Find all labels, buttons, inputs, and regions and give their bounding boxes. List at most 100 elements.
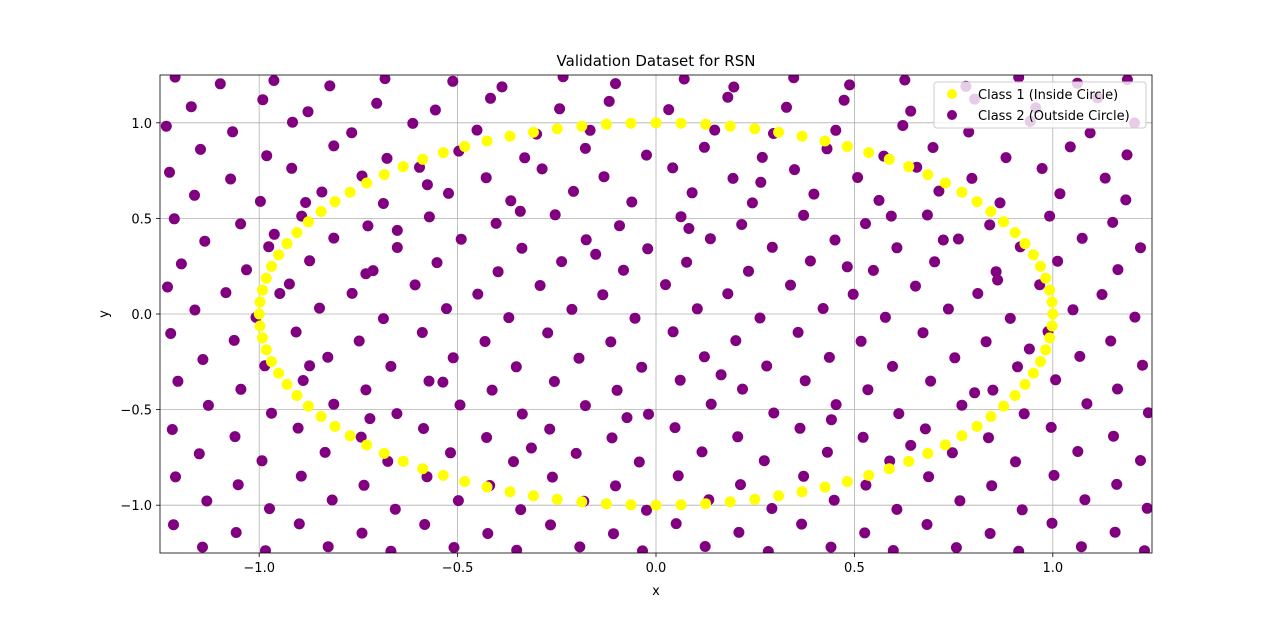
series-1-point-140 <box>804 255 816 267</box>
series-0-point-74 <box>625 499 637 511</box>
series-1-point-144 <box>1052 255 1064 267</box>
series-1-point-85 <box>377 198 389 209</box>
series-1-point-103 <box>490 217 502 229</box>
series-1-point-233 <box>643 408 654 420</box>
series-0-point-20 <box>773 126 785 138</box>
series-1-point-112 <box>1044 210 1056 222</box>
series-1-point-223 <box>987 384 999 396</box>
series-1-point-253 <box>857 431 869 443</box>
series-0-point-77 <box>700 498 712 510</box>
series-0-point-3 <box>1040 272 1052 284</box>
series-1-point-341 <box>391 224 403 236</box>
series-1-point-79 <box>966 172 978 184</box>
series-1-point-318 <box>921 519 933 530</box>
series-1-point-259 <box>256 455 268 467</box>
series-0-point-2 <box>1044 284 1056 296</box>
series-1-point-255 <box>983 432 994 444</box>
series-1-point-151 <box>472 288 484 300</box>
series-1-point-325 <box>385 545 397 553</box>
series-1-point-328 <box>574 541 586 553</box>
series-0-point-9 <box>985 206 997 217</box>
x-axis-ticks: −1.0 −0.5 0.0 0.5 1.0 <box>243 553 1063 576</box>
series-1-point-96 <box>1054 188 1066 200</box>
series-0-point-33 <box>459 141 471 152</box>
series-1-point-316 <box>796 518 808 530</box>
series-0-point-49 <box>254 296 266 308</box>
series-1-point-153 <box>597 289 609 301</box>
series-1-point-276 <box>295 470 307 482</box>
series-1-point-93 <box>873 194 885 206</box>
series-1-point-302 <box>954 495 966 507</box>
series-1-point-250 <box>669 422 681 434</box>
series-1-point-207 <box>1012 361 1023 373</box>
series-1-point-267 <box>758 455 770 467</box>
series-1-point-176 <box>1067 304 1079 316</box>
legend: Class 1 (Inside Circle) Class 2 (Outside … <box>933 81 1147 129</box>
series-1-point-119 <box>516 242 528 254</box>
series-1-point-353 <box>905 439 917 451</box>
series-0-point-22 <box>724 120 736 132</box>
series-1-point-159 <box>972 288 984 299</box>
series-0-point-44 <box>281 238 293 250</box>
series-0-point-65 <box>417 463 429 475</box>
series-1-point-137 <box>618 264 629 276</box>
series-1-point-221 <box>862 384 874 396</box>
series-1-point-324 <box>322 541 334 553</box>
series-0-point-34 <box>437 147 449 159</box>
series-0-point-7 <box>1009 227 1021 238</box>
series-1-point-331 <box>762 546 774 553</box>
series-0-point-36 <box>397 161 409 173</box>
series-1-point-118 <box>455 233 467 245</box>
series-1-point-263 <box>508 456 519 468</box>
series-0-point-12 <box>939 177 951 189</box>
series-1-point-64 <box>1064 141 1076 153</box>
series-1-point-297 <box>641 504 652 516</box>
series-1-point-238 <box>956 399 968 411</box>
series-1-point-147 <box>220 287 232 299</box>
series-0-point-91 <box>985 411 997 422</box>
series-1-point-344 <box>590 248 602 260</box>
series-1-point-358 <box>437 376 449 388</box>
series-1-point-172 <box>817 303 829 314</box>
series-0-point-88 <box>939 439 951 451</box>
series-1-point-224 <box>1050 374 1062 386</box>
series-1-point-41 <box>584 124 596 136</box>
series-1-point-198 <box>447 352 459 364</box>
series-1-point-35 <box>227 126 239 138</box>
series-0-point-86 <box>903 455 915 467</box>
series-1-point-50 <box>195 143 206 155</box>
series-1-point-2 <box>268 75 280 86</box>
series-1-point-280 <box>546 471 558 483</box>
series-1-point-330 <box>699 541 711 552</box>
series-0-point-64 <box>397 455 409 467</box>
series-1-point-94 <box>933 185 945 197</box>
series-1-point-23 <box>485 92 496 104</box>
series-1-point-182 <box>416 327 428 338</box>
series-1-point-124 <box>829 234 841 246</box>
series-1-point-185 <box>605 336 617 348</box>
series-1-point-275 <box>232 479 244 491</box>
series-1-point-9 <box>678 75 690 85</box>
x-tick-label-0: −1.0 <box>243 561 275 576</box>
series-1-point-150 <box>409 279 421 291</box>
series-1-point-42 <box>709 124 721 136</box>
legend-label-0: Class 1 (Inside Circle) <box>978 88 1118 103</box>
series-1-point-111 <box>984 219 996 231</box>
series-0-point-29 <box>551 123 563 135</box>
series-0-point-85 <box>883 463 895 475</box>
series-1-point-303 <box>1016 504 1028 516</box>
series-1-point-157 <box>847 288 859 300</box>
series-0-point-68 <box>481 481 493 493</box>
plot-area <box>160 75 1152 553</box>
series-0-point-27 <box>600 118 612 130</box>
series-0-point-55 <box>273 367 285 379</box>
series-1-point-167 <box>503 312 515 324</box>
series-1-point-189 <box>855 335 867 347</box>
series-0-point-94 <box>1019 378 1031 390</box>
series-1-point-121 <box>642 243 654 255</box>
series-1-point-211 <box>235 383 247 395</box>
series-1-point-76 <box>789 164 800 176</box>
series-1-point-51 <box>261 150 273 162</box>
series-1-point-106 <box>675 211 687 223</box>
series-0-point-39 <box>344 186 356 198</box>
